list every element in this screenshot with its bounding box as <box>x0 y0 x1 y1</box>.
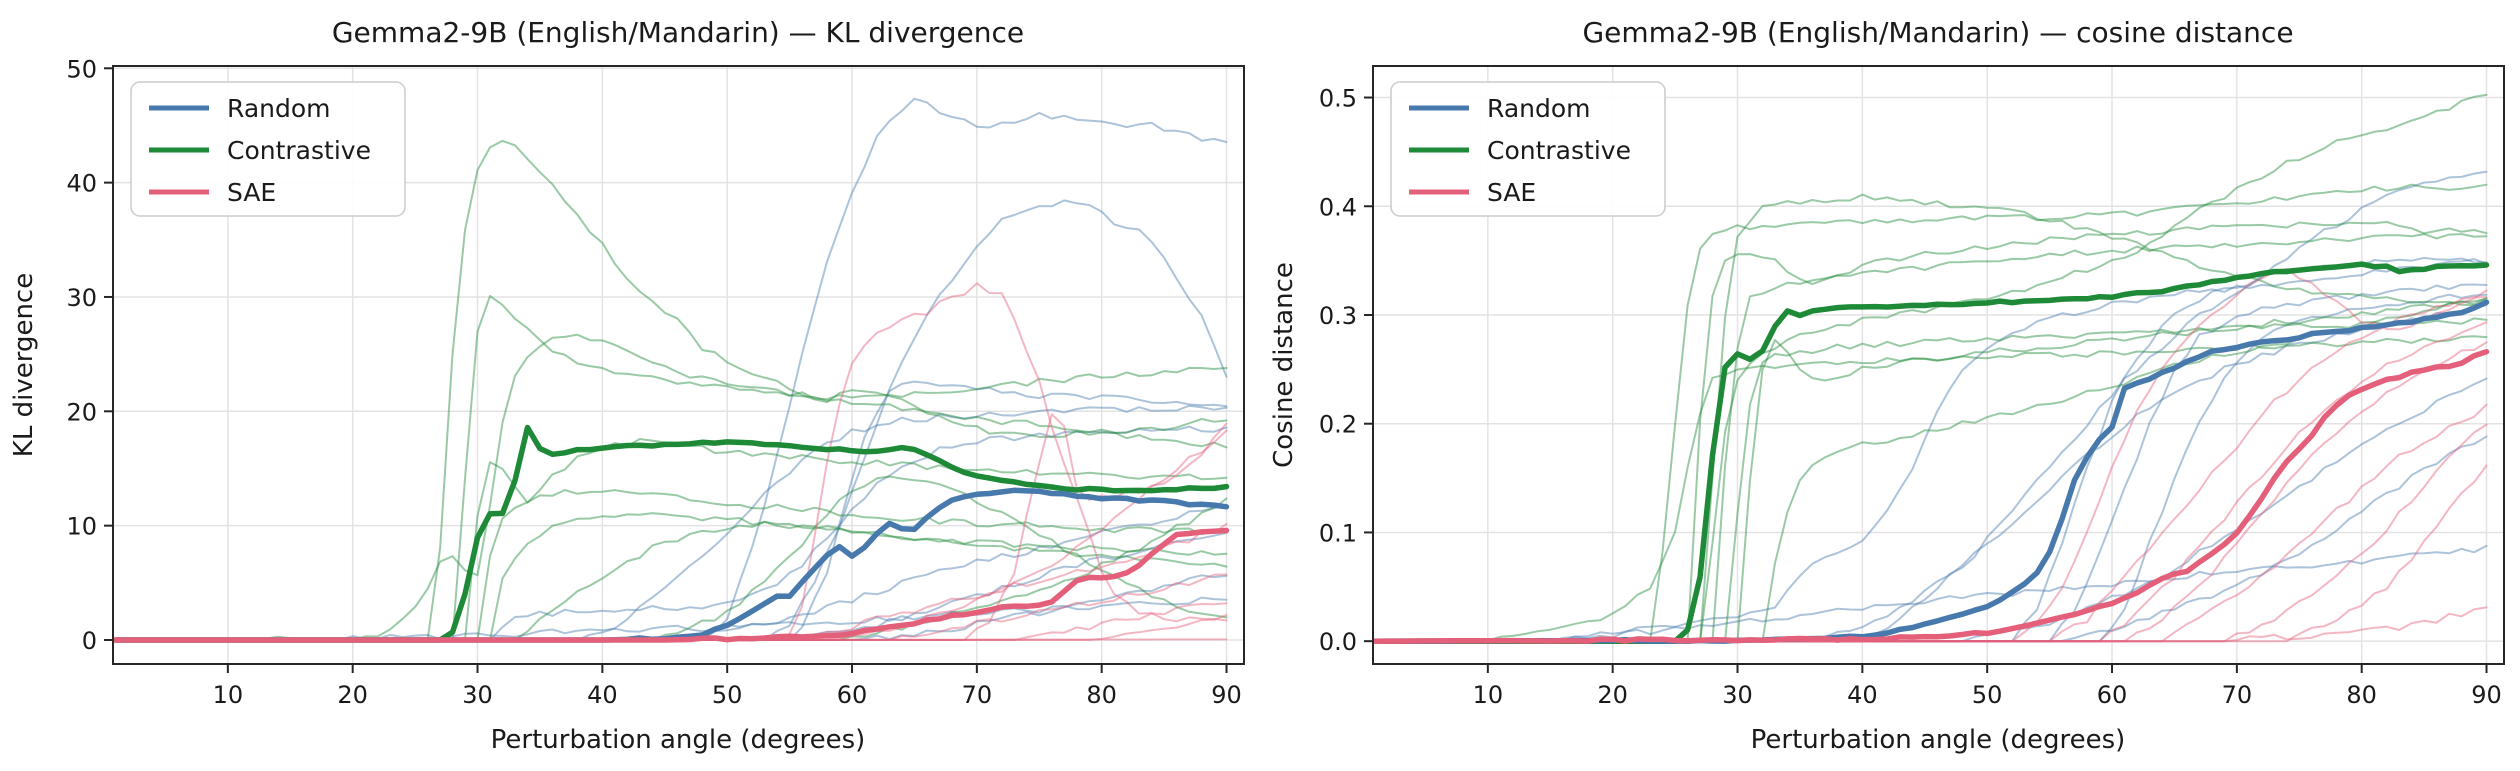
x-axis-label: Perturbation angle (degrees) <box>491 725 866 755</box>
x-tick-label: 10 <box>213 681 244 709</box>
random-run-line <box>114 199 1228 641</box>
x-tick-label: 40 <box>587 681 618 709</box>
sae-mean-line <box>113 527 1230 643</box>
legend-label-sae: SAE <box>227 178 276 207</box>
legend-label-contrastive: Contrastive <box>227 136 371 165</box>
x-tick-label: 70 <box>962 681 993 709</box>
y-tick-label: 0.0 <box>1319 628 1357 656</box>
x-tick-label: 80 <box>1086 681 1117 709</box>
y-tick-label: 20 <box>66 398 97 426</box>
y-tick-label: 0.3 <box>1319 302 1357 330</box>
chart-title: Gemma2-9B (English/Mandarin) — cosine di… <box>1582 16 2293 49</box>
legend-box <box>1390 81 1666 217</box>
contrastive-run-line <box>114 294 1228 641</box>
legend-label-random: Random <box>227 94 331 123</box>
y-tick-label: 30 <box>66 284 97 312</box>
legend-box <box>130 81 406 217</box>
plot-frame <box>112 65 1245 665</box>
contrastive-run-line <box>1374 317 2488 643</box>
legend: Random Contrastive SAE <box>1390 81 1666 217</box>
x-tick-label: 60 <box>2097 681 2128 709</box>
x-tick-label: 50 <box>1972 681 2003 709</box>
series-layer <box>1373 93 2490 644</box>
sae-run-line <box>114 282 1228 641</box>
x-tick-label: 30 <box>1722 681 1753 709</box>
x-tick-label: 90 <box>1211 681 1242 709</box>
y-tick-label: 50 <box>66 55 97 83</box>
legend-label-sae: SAE <box>1487 178 1536 207</box>
contrastive-run-line <box>1374 193 2488 643</box>
kl-panel: 10 20 30 40 50 60 70 80 90 0 10 20 30 40 50 Gemma2-9B … <box>9 16 1245 755</box>
random-mean-line <box>113 487 1230 643</box>
x-tick-label: 20 <box>1597 681 1628 709</box>
sae-run-line <box>114 573 1228 641</box>
tick-layer: 10 20 30 40 50 60 70 80 90 0.0 0.1 0.2 0.3 0.4 0.5 <box>1319 85 2502 709</box>
y-axis-label: Cosine distance <box>1269 262 1299 468</box>
random-run-line <box>114 404 1228 641</box>
random-run-line <box>114 531 1228 641</box>
series-layer <box>113 97 1230 643</box>
grid-layer <box>113 66 1244 664</box>
random-run-line <box>1374 435 2488 643</box>
random-run-line <box>114 380 1228 641</box>
x-tick-label: 10 <box>1473 681 1504 709</box>
legend-label-random: Random <box>1487 94 1591 123</box>
x-tick-label: 30 <box>462 681 493 709</box>
y-tick-label: 0.2 <box>1319 411 1357 439</box>
sae-run-line <box>1374 403 2488 643</box>
contrastive-run-line <box>114 489 1228 641</box>
y-axis-label: KL divergence <box>9 273 39 457</box>
y-tick-label: 40 <box>66 170 97 198</box>
contrastive-run-line <box>1374 233 2488 643</box>
x-tick-label: 90 <box>2471 681 2502 709</box>
contrastive-run-line <box>114 475 1228 641</box>
contrastive-run-line <box>1374 335 2488 643</box>
y-tick-label: 10 <box>66 513 97 541</box>
plot-frame <box>1372 65 2505 665</box>
cosine-panel: 10 20 30 40 50 60 70 80 90 0.0 0.1 0.2 0.3 0.4 0.5 Gem… <box>1269 16 2505 755</box>
contrastive-mean-line <box>1373 261 2490 644</box>
contrastive-run-line <box>114 497 1228 641</box>
x-tick-label: 60 <box>837 681 868 709</box>
tick-layer: 10 20 30 40 50 60 70 80 90 0 10 20 30 40 50 <box>66 55 1241 709</box>
x-tick-label: 50 <box>712 681 743 709</box>
legend: Random Contrastive SAE <box>130 81 406 217</box>
y-tick-label: 0.4 <box>1319 193 1357 221</box>
y-tick-label: 0.5 <box>1319 85 1357 113</box>
contrastive-run-line <box>1374 220 2488 643</box>
sae-run-line <box>1374 341 2488 643</box>
x-tick-label: 70 <box>2222 681 2253 709</box>
x-tick-label: 40 <box>1847 681 1878 709</box>
x-tick-label: 80 <box>2346 681 2377 709</box>
chart-title: Gemma2-9B (English/Mandarin) — KL diverg… <box>332 16 1024 49</box>
y-tick-label: 0 <box>82 627 97 655</box>
sae-mean-line <box>1373 348 2490 644</box>
y-tick-label: 0.1 <box>1319 519 1357 547</box>
sae-run-line <box>1374 464 2488 643</box>
x-axis-label: Perturbation angle (degrees) <box>1751 725 2126 755</box>
random-run-line <box>1374 170 2488 643</box>
legend-label-contrastive: Contrastive <box>1487 136 1631 165</box>
x-tick-label: 20 <box>337 681 368 709</box>
